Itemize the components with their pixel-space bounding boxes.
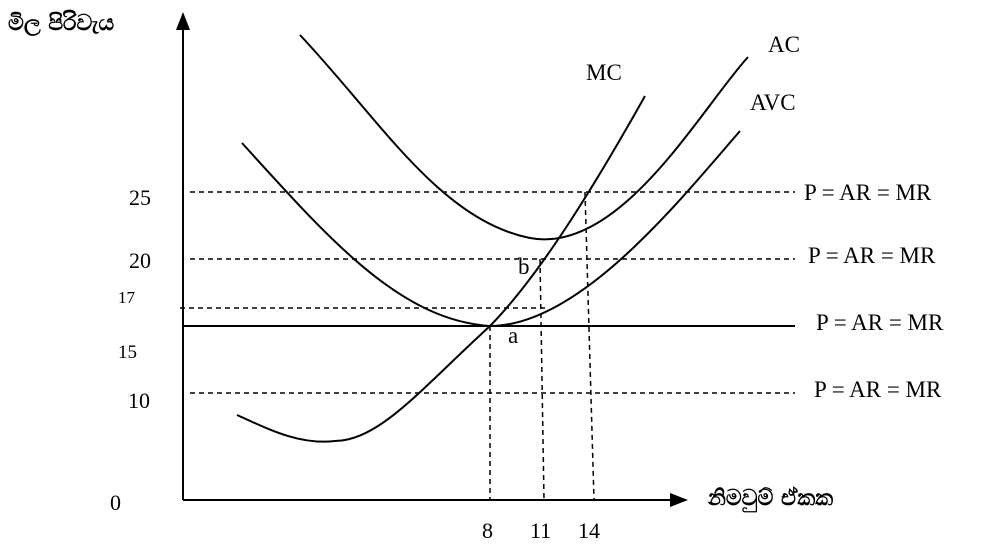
price-label-25: P = AR = MR: [804, 180, 932, 205]
mc-label: MC: [586, 60, 622, 85]
y-axis-label: මිල පිරිවැය: [8, 9, 114, 37]
avc-curve: [241, 130, 741, 328]
price-label-10: P = AR = MR: [814, 377, 942, 402]
x-tick-label: 14: [578, 518, 600, 543]
point-a-label: a: [508, 323, 518, 348]
y-tick-label: 20: [129, 248, 151, 273]
price-label-20: P = AR = MR: [808, 243, 936, 268]
origin-label: 0: [110, 490, 121, 515]
guide-line-11: [539, 258, 545, 501]
avc-label: AVC: [750, 90, 796, 115]
y-tick-label: 10: [128, 388, 150, 413]
mc-curve: [236, 95, 646, 443]
x-tick-label: 11: [530, 518, 551, 543]
ac-label: AC: [768, 32, 800, 57]
y-axis-arrowhead: [176, 12, 190, 30]
point-b-label: b: [518, 254, 530, 279]
price-label-15: P = AR = MR: [816, 310, 944, 335]
y-tick-label: 25: [129, 185, 151, 210]
x-tick-label: 8: [482, 518, 493, 543]
x-axis-label: නිමවුම් ඒකක: [707, 485, 833, 513]
x-axis-arrowhead: [670, 493, 688, 507]
y-tick-label: 17: [118, 288, 136, 307]
y-tick-label: 15: [118, 342, 137, 363]
ac-curve: [299, 34, 749, 241]
guide-line-14: [584, 191, 595, 501]
